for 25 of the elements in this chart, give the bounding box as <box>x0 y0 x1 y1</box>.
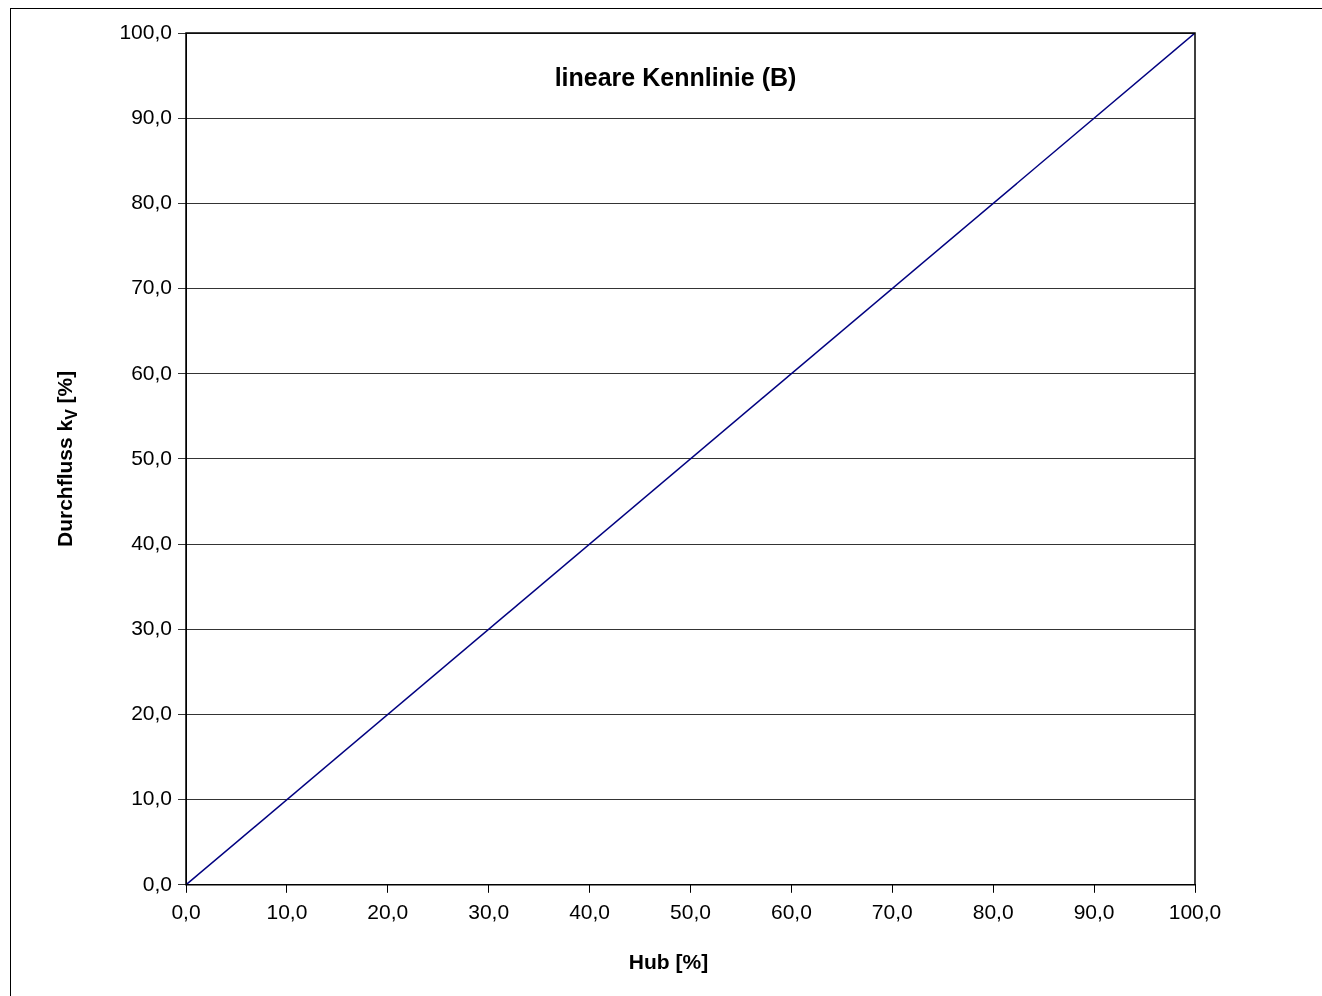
x-tick-label: 60,0 <box>770 900 812 924</box>
x-axis-title: Hub [%] <box>628 949 709 973</box>
y-tick-label: 10,0 <box>131 786 172 810</box>
x-tick-label: 40,0 <box>569 900 611 924</box>
x-tick-label: 0,0 <box>171 900 201 924</box>
y-tick-label: 100,0 <box>119 19 172 43</box>
y-tick-label: 40,0 <box>131 530 172 554</box>
x-tick-label: 80,0 <box>972 900 1014 924</box>
x-tick-label: 90,0 <box>1073 900 1115 924</box>
x-tick-label: 20,0 <box>367 900 409 924</box>
y-tick-label: 20,0 <box>131 701 172 725</box>
y-tick-label: 60,0 <box>131 360 172 384</box>
y-tick-label: 80,0 <box>131 190 172 214</box>
x-tick-label: 100,0 <box>1168 900 1222 924</box>
x-tick-label: 30,0 <box>468 900 510 924</box>
text: lineare Kennlinie (B) <box>554 62 797 91</box>
y-tick-label: 90,0 <box>131 104 172 128</box>
x-tick-label: 70,0 <box>871 900 913 924</box>
y-tick-label: 70,0 <box>131 275 172 299</box>
y-tick-label: 30,0 <box>131 616 172 640</box>
y-tick-label: 0,0 <box>142 871 172 895</box>
x-tick-label: 50,0 <box>670 900 711 924</box>
y-axis-title: Durchfluss kV [%] <box>52 370 80 547</box>
y-tick-label: 50,0 <box>131 445 172 469</box>
x-tick-label: 10,0 <box>266 900 308 924</box>
